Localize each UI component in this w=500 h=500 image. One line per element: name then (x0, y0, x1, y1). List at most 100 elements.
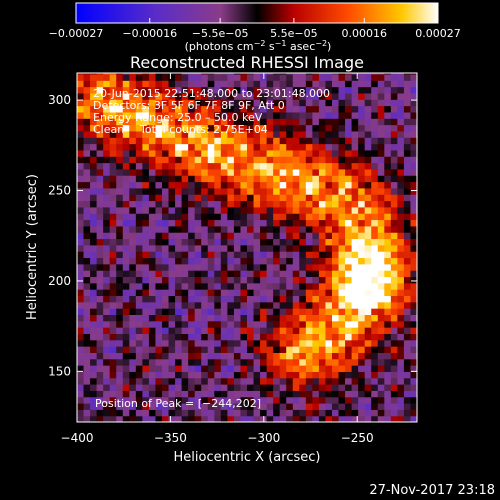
heatmap-cell (83, 225, 91, 233)
heatmap-cell (338, 371, 346, 379)
heatmap-cell (305, 301, 313, 309)
heatmap-cell (148, 143, 157, 151)
heatmap-cell (292, 156, 300, 164)
heatmap-cell (364, 320, 372, 328)
heatmap-cell (247, 390, 255, 398)
heatmap-cell (129, 270, 137, 278)
heatmap-cell (122, 295, 130, 303)
heatmap-cell (227, 263, 235, 271)
heatmap-cell (318, 143, 327, 151)
heatmap-cell (325, 371, 333, 379)
heatmap-cell (312, 80, 320, 88)
heatmap-cell (312, 200, 320, 208)
heatmap-cell (227, 143, 235, 151)
heatmap-cell (318, 352, 327, 360)
heatmap-cell (338, 232, 346, 240)
heatmap-cell (377, 206, 385, 214)
heatmap-cell (397, 384, 405, 391)
heatmap-cell (77, 403, 85, 410)
heatmap-cell (83, 238, 91, 246)
heatmap-cell (305, 276, 313, 284)
heatmap-cell (358, 346, 366, 353)
heatmap-cell (77, 365, 85, 372)
heatmap-cell (77, 213, 85, 221)
heatmap-cell (83, 327, 91, 334)
heatmap-cell (253, 162, 261, 170)
heatmap-cell (253, 181, 261, 189)
heatmap-cell (201, 289, 209, 297)
heatmap-cell (318, 219, 327, 227)
heatmap-cell (103, 105, 111, 113)
heatmap-cell (83, 86, 91, 94)
heatmap-cell (122, 111, 130, 119)
heatmap-cell (260, 263, 268, 271)
heatmap-cell (148, 187, 157, 195)
heatmap-cell (96, 124, 104, 132)
heatmap-cell (220, 194, 228, 202)
heatmap-cell (397, 206, 405, 214)
heatmap-cell (273, 200, 281, 208)
heatmap-cell (90, 346, 98, 353)
heatmap-cell (286, 365, 294, 372)
heatmap-cell (77, 244, 85, 252)
heatmap-cell (148, 282, 157, 290)
heatmap-cell (253, 124, 261, 132)
heatmap-cell (83, 295, 91, 303)
heatmap-cell (233, 137, 242, 145)
heatmap-cell (168, 105, 176, 113)
heatmap-cell (240, 187, 248, 195)
heatmap-cell (332, 244, 340, 252)
heatmap-cell (135, 99, 143, 107)
heatmap-cell (279, 333, 287, 341)
heatmap-cell (292, 118, 300, 126)
heatmap-cell (175, 251, 183, 259)
heatmap-cell (253, 251, 261, 259)
heatmap-cell (155, 282, 163, 290)
heatmap-cell (129, 232, 137, 240)
heatmap-cell (260, 320, 268, 328)
heatmap-cell (364, 339, 372, 347)
heatmap-cell (90, 415, 98, 422)
heatmap-cell (142, 295, 150, 303)
heatmap-cell (129, 276, 137, 284)
heatmap-cell (318, 99, 327, 107)
heatmap-cell (358, 162, 366, 170)
heatmap-cell (207, 295, 215, 303)
heatmap-cell (325, 213, 333, 221)
heatmap-cell (332, 175, 340, 183)
heatmap-cell (292, 73, 300, 81)
heatmap-cell (162, 162, 170, 170)
heatmap-cell (384, 301, 392, 309)
y-tick-label: 300 (48, 93, 71, 107)
heatmap-cell (273, 213, 281, 221)
heatmap-cell (390, 251, 398, 259)
heatmap-cell (397, 137, 405, 145)
heatmap-cell (233, 263, 242, 271)
heatmap-cell (273, 339, 281, 347)
heatmap-cell (207, 149, 215, 157)
heatmap-cell (332, 289, 340, 297)
heatmap-cell (168, 282, 176, 290)
heatmap-cell (312, 124, 320, 132)
heatmap-cell (227, 301, 235, 309)
heatmap-cell (83, 270, 91, 278)
heatmap-cell (279, 206, 287, 214)
annotation-time-range: 20-Jun-2015 22:51:48.000 to 23:01:48.000 (93, 87, 330, 100)
heatmap-cell (227, 137, 235, 145)
heatmap-cell (142, 156, 150, 164)
heatmap-cell (351, 118, 359, 126)
heatmap-cell (162, 194, 170, 202)
heatmap-cell (135, 73, 143, 75)
heatmap-cell (384, 238, 392, 246)
heatmap-cell (240, 181, 248, 189)
heatmap-cell (188, 320, 196, 328)
heatmap-cell (168, 346, 176, 353)
heatmap-cell (227, 99, 235, 107)
heatmap-cell (318, 175, 327, 183)
heatmap-cell (358, 149, 366, 157)
heatmap-cell (168, 403, 176, 410)
heatmap-cell (377, 118, 385, 126)
heatmap-cell (312, 73, 320, 81)
heatmap-cell (371, 175, 379, 183)
heatmap-cell (168, 194, 176, 202)
